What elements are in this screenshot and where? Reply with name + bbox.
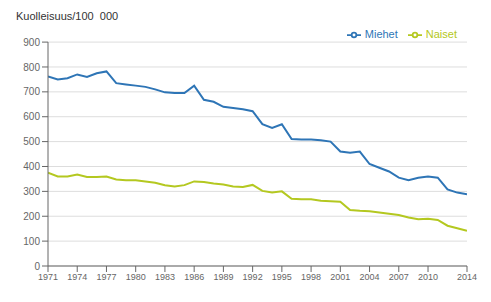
svg-text:1992: 1992 <box>243 272 263 282</box>
svg-text:200: 200 <box>23 211 40 222</box>
svg-text:1971: 1971 <box>38 272 58 282</box>
svg-text:1980: 1980 <box>126 272 146 282</box>
svg-text:1995: 1995 <box>272 272 292 282</box>
svg-text:2014: 2014 <box>457 272 477 282</box>
svg-text:1977: 1977 <box>96 272 116 282</box>
svg-text:1983: 1983 <box>155 272 175 282</box>
svg-text:1998: 1998 <box>301 272 321 282</box>
svg-text:800: 800 <box>23 62 40 73</box>
svg-text:700: 700 <box>23 86 40 97</box>
svg-text:2004: 2004 <box>360 272 380 282</box>
svg-text:400: 400 <box>23 161 40 172</box>
svg-text:1986: 1986 <box>184 272 204 282</box>
svg-text:0: 0 <box>34 261 40 272</box>
html-text:Kuolleisuus/100 000: Kuolleisuus/100 000 <box>16 10 119 22</box>
svg-text:1974: 1974 <box>67 272 87 282</box>
html-text:Miehet: Miehet <box>364 28 398 40</box>
svg-text:2007: 2007 <box>389 272 409 282</box>
svg-text:2001: 2001 <box>330 272 350 282</box>
svg-text:100: 100 <box>23 236 40 247</box>
html-text:Naiset: Naiset <box>425 28 457 40</box>
svg-text:1989: 1989 <box>213 272 233 282</box>
svg-text:300: 300 <box>23 186 40 197</box>
svg-text:900: 900 <box>23 37 40 48</box>
svg-text:500: 500 <box>23 136 40 147</box>
svg-text:2010: 2010 <box>418 272 438 282</box>
svg-text:600: 600 <box>23 111 40 122</box>
